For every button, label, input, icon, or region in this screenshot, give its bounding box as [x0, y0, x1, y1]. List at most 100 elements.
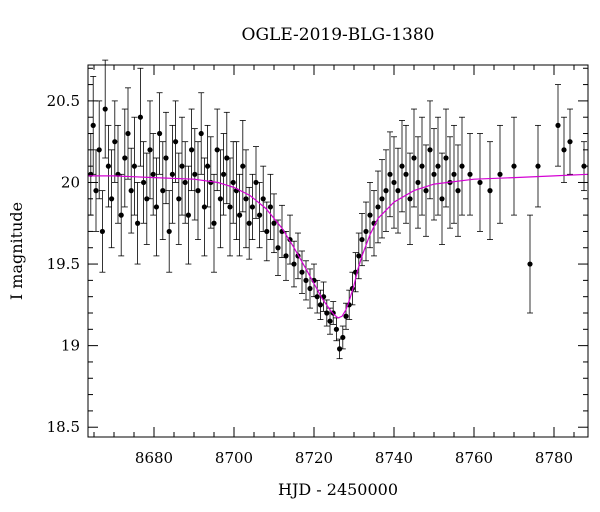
data-point	[236, 173, 243, 257]
y-tick-label: 19	[61, 337, 80, 355]
data-point	[581, 141, 587, 192]
point-marker	[150, 171, 156, 177]
x-tick-label: 8780	[535, 449, 573, 467]
plot-frame	[87, 64, 589, 438]
y-tick-label: 18.5	[47, 418, 80, 436]
data-point	[387, 131, 393, 218]
point-marker	[125, 130, 131, 137]
point-marker	[581, 163, 587, 169]
point-marker	[307, 285, 313, 292]
data-point	[134, 182, 141, 265]
point-marker	[343, 313, 349, 319]
point-marker	[395, 188, 401, 194]
data-point	[327, 307, 333, 335]
point-marker	[176, 196, 182, 202]
point-marker	[403, 171, 409, 177]
point-marker	[327, 318, 333, 324]
data-point	[267, 173, 274, 240]
point-marker	[260, 196, 266, 202]
point-marker	[427, 147, 433, 153]
data-point	[343, 302, 349, 330]
point-marker	[314, 294, 320, 300]
data-point	[467, 133, 473, 216]
point-marker	[105, 163, 111, 169]
data-point	[487, 141, 493, 240]
data-point	[527, 214, 533, 314]
point-marker	[141, 179, 147, 186]
point-marker	[160, 188, 166, 194]
point-marker	[419, 163, 425, 169]
point-marker	[359, 236, 365, 243]
data-point	[431, 128, 437, 221]
point-marker	[303, 277, 309, 283]
chart-title: OGLE-2019-BLG-1380	[242, 25, 435, 45]
point-marker	[243, 196, 249, 202]
point-marker	[477, 179, 483, 186]
data-point	[567, 108, 573, 175]
point-marker	[451, 171, 457, 177]
x-tick-label: 8720	[295, 449, 333, 467]
y-axis-label: I magnitude	[7, 202, 26, 300]
point-marker	[93, 188, 99, 194]
data-point	[182, 141, 189, 224]
data-point	[497, 124, 503, 224]
point-marker	[198, 130, 204, 137]
point-marker	[340, 334, 346, 341]
point-marker	[435, 163, 441, 169]
data-point	[260, 165, 267, 232]
point-marker	[163, 155, 169, 161]
point-marker	[527, 261, 533, 267]
data-point	[172, 100, 179, 183]
data-point	[355, 232, 362, 280]
point-marker	[221, 171, 227, 177]
point-marker	[144, 196, 150, 202]
data-point	[367, 182, 373, 249]
data-point	[511, 116, 517, 216]
data-points	[87, 59, 587, 360]
point-marker	[96, 147, 102, 153]
point-marker	[195, 188, 201, 194]
point-marker	[383, 188, 389, 194]
point-marker	[128, 188, 134, 194]
data-point	[147, 100, 153, 200]
point-marker	[99, 228, 105, 235]
point-marker	[122, 155, 128, 161]
point-marker	[333, 326, 339, 332]
point-marker	[363, 228, 369, 235]
point-marker	[112, 139, 118, 145]
point-marker	[257, 212, 263, 218]
data-point	[363, 201, 369, 262]
data-point	[179, 116, 185, 216]
data-point	[230, 141, 237, 224]
data-point	[198, 92, 205, 175]
data-point	[383, 149, 389, 232]
point-marker	[135, 220, 141, 226]
point-marker	[267, 204, 273, 210]
data-point	[317, 289, 324, 320]
data-point	[303, 260, 309, 301]
point-marker	[179, 163, 185, 169]
point-marker	[227, 204, 233, 210]
point-marker	[291, 261, 297, 267]
point-marker	[411, 155, 417, 161]
data-point	[339, 325, 346, 350]
data-point	[159, 141, 166, 240]
data-point	[185, 165, 192, 265]
point-marker	[455, 188, 461, 194]
data-point	[415, 136, 421, 229]
data-point	[477, 133, 483, 232]
data-point	[263, 201, 270, 262]
data-point	[333, 317, 340, 342]
point-marker	[561, 147, 567, 153]
data-point	[256, 182, 263, 249]
point-marker	[356, 253, 362, 259]
data-point	[407, 152, 413, 245]
point-marker	[275, 245, 281, 251]
data-point	[371, 190, 377, 257]
point-marker	[467, 171, 473, 177]
point-marker	[407, 196, 413, 202]
data-point	[403, 124, 409, 224]
point-marker	[118, 212, 124, 218]
data-point	[140, 141, 147, 224]
y-tick-label: 20	[61, 173, 80, 191]
